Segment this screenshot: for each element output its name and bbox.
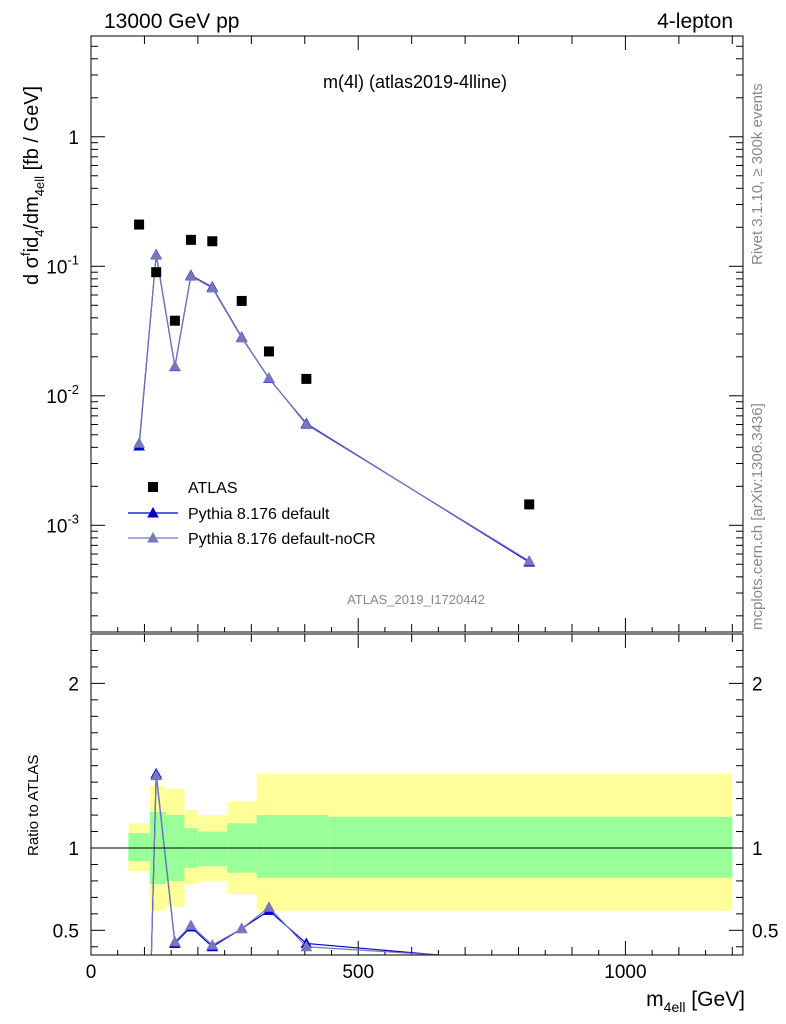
mcplots-reference-label: mcplots.cern.ch [arXiv:1306.3436] bbox=[749, 403, 766, 630]
header-right: 4-lepton bbox=[657, 10, 733, 33]
xlabel: m4ell [GeV] bbox=[646, 988, 745, 1015]
data-point-atlas bbox=[151, 267, 162, 278]
data-point-atlas bbox=[134, 219, 145, 230]
uncertainty-band-inner bbox=[328, 816, 733, 878]
data-point-atlas bbox=[301, 373, 312, 384]
legend-marker bbox=[147, 531, 159, 543]
data-point-atlas bbox=[236, 295, 247, 306]
ratio-marker-nocr bbox=[263, 901, 275, 912]
data-point-atlas bbox=[263, 346, 274, 357]
ratio-marker-nocr bbox=[300, 940, 313, 952]
x-tick-label: 1000 bbox=[604, 962, 646, 983]
ratio-marker-nocr bbox=[235, 922, 248, 934]
y-tick-label: 10-2 bbox=[46, 382, 79, 408]
ratio-plot-frame bbox=[90, 633, 744, 956]
data-point-atlas bbox=[524, 499, 535, 510]
data-point-atlas bbox=[185, 234, 196, 245]
series-marker-nocr bbox=[523, 554, 536, 566]
series-marker-nocr bbox=[300, 418, 313, 430]
y-tick-label: 10-3 bbox=[46, 511, 79, 537]
legend-label: Pythia 8.176 default-noCR bbox=[188, 531, 376, 548]
x-tick-label: 500 bbox=[342, 962, 374, 983]
ratio-marker-nocr bbox=[169, 935, 181, 947]
x-tick-label: 0 bbox=[86, 962, 97, 983]
data-point-atlas bbox=[207, 236, 218, 247]
uncertainty-band-inner bbox=[256, 815, 329, 878]
uncertainty-band-inner bbox=[197, 831, 228, 867]
series-marker-nocr bbox=[206, 281, 219, 293]
legend-marker-atlas bbox=[148, 482, 158, 492]
series-marker-nocr bbox=[185, 270, 197, 281]
ratio-y-tick-label: 0.5 bbox=[752, 921, 778, 942]
legend-label: Pythia 8.176 default bbox=[188, 506, 330, 523]
series-marker-nocr bbox=[235, 331, 248, 343]
ratio-ylabel: Ratio to ATLAS bbox=[25, 755, 42, 856]
data-point-atlas bbox=[169, 315, 180, 326]
ratio-series-group bbox=[150, 767, 439, 955]
legend-label: ATLAS bbox=[188, 480, 238, 497]
ratio-marker-nocr bbox=[150, 769, 163, 781]
main-plot-frame bbox=[90, 35, 744, 633]
ratio-marker-nocr bbox=[206, 939, 219, 950]
plot-title: m(4l) (atlas2019-4lline) bbox=[323, 72, 507, 92]
series-marker-nocr bbox=[169, 360, 181, 371]
legend-marker bbox=[147, 506, 159, 518]
uncertainty-band-inner bbox=[128, 833, 150, 862]
series-marker-nocr bbox=[133, 437, 145, 448]
series-marker-nocr bbox=[263, 372, 275, 383]
y-tick-label: 1 bbox=[68, 128, 79, 149]
ratio-marker-nocr bbox=[185, 919, 197, 930]
series-marker-nocr bbox=[150, 249, 163, 260]
header-left: 13000 GeV pp bbox=[104, 10, 239, 33]
ratio-y-tick-label: 2 bbox=[68, 674, 79, 695]
y-tick-label: 10-1 bbox=[46, 252, 79, 278]
ratio-y-tick-label: 1 bbox=[752, 839, 763, 860]
main-ylabel: d σfid4/dm4ell [fb / GeV] bbox=[18, 86, 47, 285]
ratio-y-tick-label: 0.5 bbox=[53, 921, 79, 942]
ratio-y-tick-label: 2 bbox=[752, 674, 763, 695]
analysis-id: ATLAS_2019_I1720442 bbox=[347, 592, 485, 607]
rivet-version-label: Rivet 3.1.10, ≥ 300k events bbox=[749, 83, 766, 265]
ratio-y-tick-label: 1 bbox=[68, 839, 79, 860]
